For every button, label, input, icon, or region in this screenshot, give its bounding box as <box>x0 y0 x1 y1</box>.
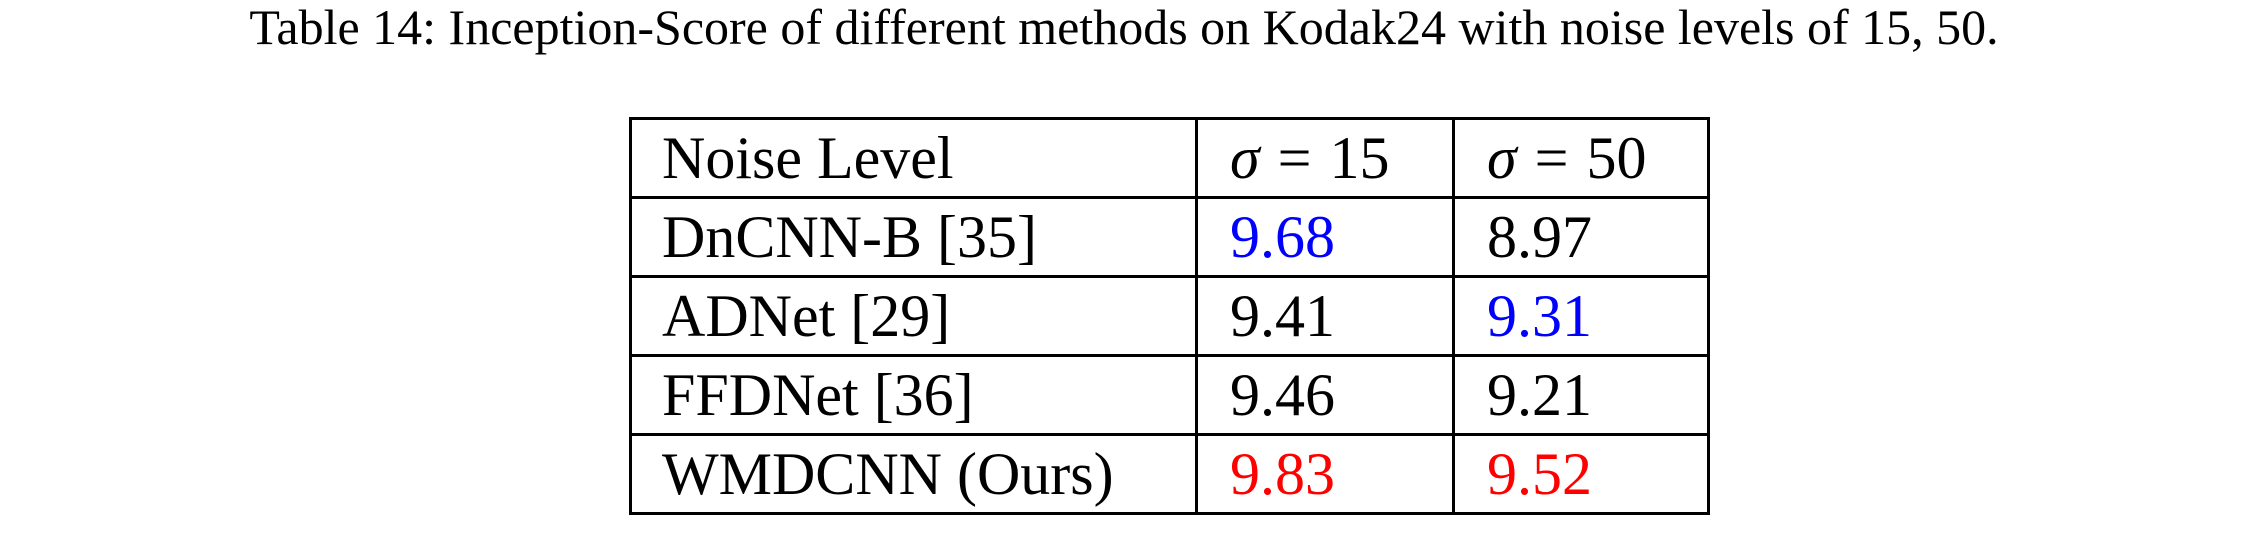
results-table-container: Noise Level σ = 15 σ = 50 DnCNN-B [35] 9.68 … <box>629 117 1710 515</box>
table-row: FFDNet [36] 9.46 9.21 <box>629 354 1710 436</box>
results-table: Noise Level σ = 15 σ = 50 DnCNN-B [35] 9.68 … <box>629 117 1710 515</box>
table-header-row: Noise Level σ = 15 σ = 50 <box>629 117 1710 199</box>
header-sigma-50: σ = 50 <box>1452 117 1710 199</box>
sigma-symbol: σ <box>1230 125 1260 191</box>
score-sigma-15: 9.83 <box>1195 433 1455 515</box>
equals-sign: = <box>1277 125 1312 191</box>
table-row: ADNet [29] 9.41 9.31 <box>629 275 1710 357</box>
table-caption: Table 14: Inception-Score of different m… <box>249 0 1999 55</box>
sigma-value: 15 <box>1329 125 1390 191</box>
method-name: ADNet [29] <box>629 275 1198 357</box>
method-name: DnCNN-B [35] <box>629 196 1198 278</box>
sigma-symbol: σ <box>1487 125 1517 191</box>
score-sigma-15: 9.68 <box>1195 196 1455 278</box>
header-sigma-15: σ = 15 <box>1195 117 1455 199</box>
table-row: WMDCNN (Ours) 9.83 9.52 <box>629 433 1710 515</box>
score-sigma-15: 9.46 <box>1195 354 1455 436</box>
score-sigma-50: 8.97 <box>1452 196 1710 278</box>
score-sigma-50: 9.21 <box>1452 354 1710 436</box>
score-sigma-15: 9.41 <box>1195 275 1455 357</box>
score-sigma-50: 9.52 <box>1452 433 1710 515</box>
method-name: FFDNet [36] <box>629 354 1198 436</box>
header-noise-level: Noise Level <box>629 117 1198 199</box>
sigma-value: 50 <box>1586 125 1647 191</box>
score-sigma-50: 9.31 <box>1452 275 1710 357</box>
table-row: DnCNN-B [35] 9.68 8.97 <box>629 196 1710 278</box>
equals-sign: = <box>1534 125 1569 191</box>
method-name: WMDCNN (Ours) <box>629 433 1198 515</box>
